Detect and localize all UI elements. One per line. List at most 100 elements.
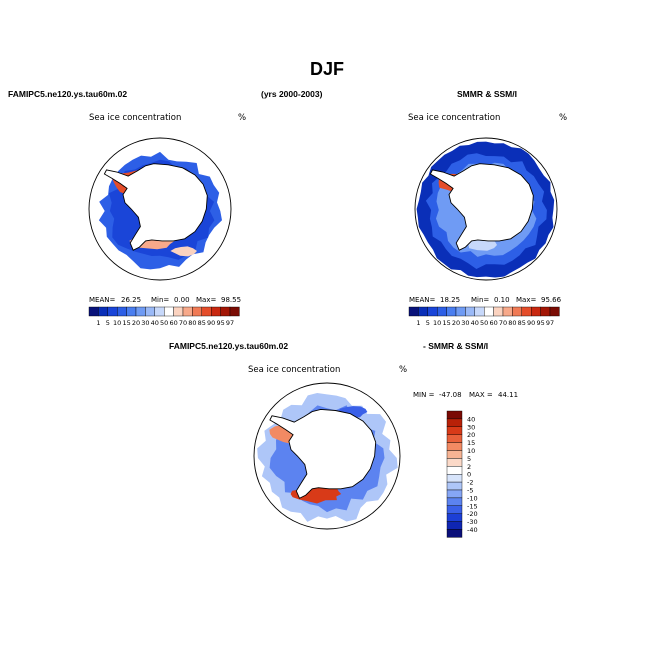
colorbar-segment	[446, 458, 463, 467]
colorbar-segment	[182, 306, 193, 317]
colorbar-tick-label: 10	[113, 319, 121, 327]
colorbar-tick-label: -30	[467, 518, 478, 526]
colorbar-segment	[446, 505, 463, 514]
colorbar-tick-label: -5	[467, 487, 473, 495]
right-obs-header: SMMR & SSM/I	[457, 89, 517, 99]
colorbar-tick-label: 15	[467, 439, 475, 447]
colorbar-segment	[455, 306, 466, 317]
colorbar-tick-label: 2	[467, 463, 471, 471]
panel3-max-label: MAX =	[469, 391, 493, 399]
colorbar-segment	[446, 434, 463, 443]
colorbar-tick-label: 95	[216, 319, 224, 327]
colorbar-tick-label: 5	[467, 455, 471, 463]
colorbar-tick-label: 0	[467, 471, 471, 479]
colorbar-tick-label: 80	[508, 319, 516, 327]
colorbar-segment	[437, 306, 447, 317]
colorbar-segment	[446, 450, 463, 459]
colorbar-segment	[446, 529, 463, 538]
colorbar-segment	[408, 306, 419, 317]
colorbar-tick-label: 30	[141, 319, 149, 327]
colorbar-segment	[446, 306, 457, 317]
colorbar-tick-label: 50	[480, 319, 488, 327]
panel2-units: %	[559, 113, 568, 123]
colorbar-tick-label: 95	[536, 319, 544, 327]
panel1-max-label: Max=	[196, 296, 217, 304]
colorbar-segment	[220, 306, 231, 317]
colorbar-segment	[512, 306, 523, 317]
panel2-mean-label: MEAN=	[409, 296, 436, 304]
colorbar-tick-label: 40	[467, 415, 475, 423]
panel3-max-value: 44.11	[498, 391, 519, 399]
panel1-mean-label: MEAN=	[89, 296, 116, 304]
colorbar-segment	[521, 306, 532, 317]
colorbar-segment	[531, 306, 541, 317]
colorbar-segment	[446, 521, 463, 530]
colorbar-tick-label: -2	[467, 479, 473, 487]
colorbar-tick-label: -10	[467, 494, 478, 502]
colorbar-segment	[163, 306, 174, 317]
colorbar-tick-label: 60	[169, 319, 177, 327]
colorbar-tick-label: 50	[160, 319, 168, 327]
colorbar-segment	[484, 306, 494, 317]
colorbar-segment	[173, 306, 184, 317]
colorbar-segment	[446, 466, 463, 475]
diff-model-header: FAMIPC5.ne120.ys.tau60m.02	[169, 341, 289, 351]
period-header: (yrs 2000-2003)	[261, 89, 323, 99]
colorbar-segment	[126, 306, 137, 317]
colorbar-segment	[446, 474, 463, 483]
colorbar-tick-label: 5	[426, 319, 430, 327]
colorbar-segment	[446, 513, 463, 522]
colorbar-tick-label: 1	[416, 319, 420, 327]
colorbar-segment	[502, 306, 513, 317]
colorbar-segment	[201, 306, 212, 317]
colorbar-tick-label: 15	[122, 319, 130, 327]
panel1-mean-value: 26.25	[121, 296, 142, 304]
panel1-max-value: 98.55	[221, 296, 242, 304]
colorbar-tick-label: 15	[442, 319, 450, 327]
panel1-colorbar: 1 5 10 15 20 30 40 50 60 70 80 85 90 95 97	[88, 306, 240, 327]
colorbar-segment	[446, 442, 463, 451]
colorbar-segment	[446, 426, 463, 435]
panel1-min-label: Min=	[151, 296, 170, 304]
map-boundary-circle	[253, 382, 401, 530]
colorbar-segment	[540, 306, 551, 317]
colorbar-tick-label: 30	[461, 319, 469, 327]
colorbar-segment	[145, 306, 155, 317]
colorbar-segment	[154, 306, 165, 317]
colorbar-segment	[446, 418, 463, 427]
colorbar-segment	[446, 481, 463, 491]
colorbar-tick-label: 20	[452, 319, 460, 327]
colorbar-tick-label: 40	[471, 319, 479, 327]
panel3-min-value: -47.08	[439, 391, 462, 399]
colorbar-tick-label: 97	[546, 319, 554, 327]
panel2-max-value: 95.66	[541, 296, 562, 304]
ross-edge	[170, 246, 197, 257]
colorbar-tick-label: 70	[499, 319, 507, 327]
figure-title: DJF	[309, 59, 344, 79]
colorbar-segment	[446, 497, 463, 506]
antarctica-coastline	[103, 163, 208, 251]
colorbar-segment	[210, 306, 221, 317]
colorbar-segment	[418, 306, 428, 317]
panel3-title: Sea ice concentration	[248, 365, 341, 375]
colorbar-tick-label: 85	[198, 319, 206, 327]
colorbar-tick-label: -15	[467, 502, 478, 510]
colorbar-segment	[88, 306, 99, 317]
colorbar-tick-label: 80	[188, 319, 196, 327]
panel2-max-label: Max=	[516, 296, 537, 304]
antarctica-coastline	[269, 408, 377, 499]
panel2-map	[414, 137, 558, 281]
colorbar-segment	[493, 306, 504, 317]
colorbar-segment	[107, 306, 118, 317]
left-model-header: FAMIPC5.ne120.ys.tau60m.02	[8, 89, 128, 99]
colorbar-segment	[549, 306, 560, 317]
colorbar-tick-label: 90	[207, 319, 215, 327]
colorbar-segment	[135, 306, 146, 317]
map-boundary-circle	[88, 137, 232, 281]
colorbar-tick-label: 40	[151, 319, 159, 327]
colorbar-segment	[465, 306, 475, 317]
colorbar-tick-label: 97	[226, 319, 234, 327]
colorbar-segment	[229, 306, 240, 317]
